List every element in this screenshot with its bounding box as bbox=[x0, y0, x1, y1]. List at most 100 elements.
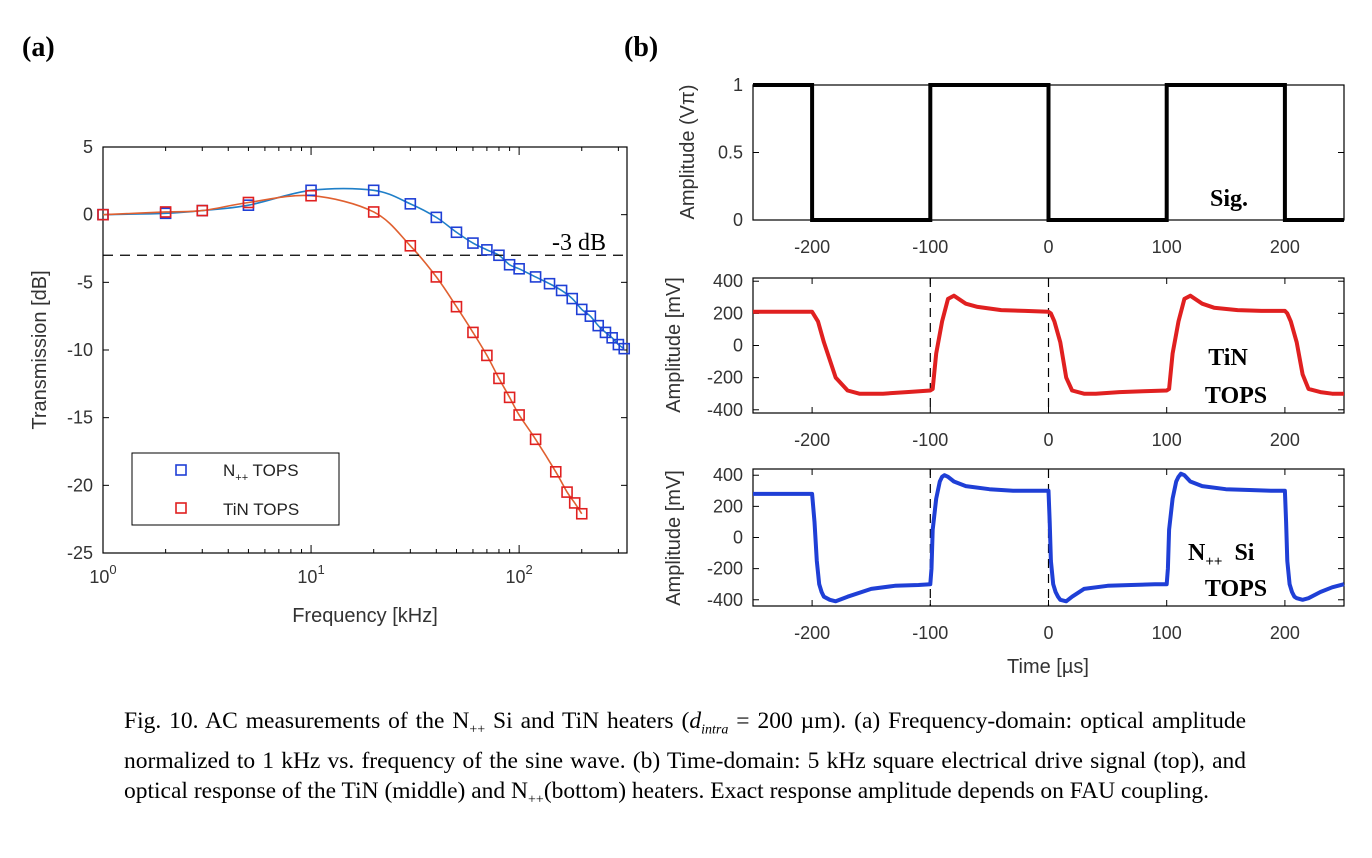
x-tick-label: 0 bbox=[1043, 430, 1053, 450]
tin-data-point bbox=[467, 326, 479, 339]
chart-b3-xlabel: Time [µs] bbox=[1007, 656, 1089, 678]
x-tick-label: -200 bbox=[794, 623, 830, 643]
tin-annotation-line2: TOPS bbox=[1205, 383, 1267, 409]
x-tick-label: 100 bbox=[1152, 430, 1182, 450]
n-data-point bbox=[606, 332, 618, 344]
y-tick-label: 0 bbox=[733, 336, 743, 356]
n-data-point bbox=[513, 262, 525, 275]
y-tick-label: -10 bbox=[67, 340, 93, 360]
x-tick-label: 200 bbox=[1270, 237, 1300, 257]
tin-data-point bbox=[196, 204, 209, 217]
tin-data-point bbox=[481, 349, 493, 362]
n-si-response-chart: -200 -100 0 100 200 400 200 0 -200 -400 N++ Si TO… bbox=[663, 465, 1345, 678]
x-tick-label: 200 bbox=[1270, 623, 1300, 643]
tin-data-point bbox=[575, 507, 588, 520]
n-data-point bbox=[467, 237, 479, 249]
tin-data-point bbox=[568, 497, 581, 509]
chart-b1-ylabel: Amplitude (Vπ) bbox=[677, 85, 699, 220]
n-data-point bbox=[575, 303, 588, 316]
y-tick-label: -25 bbox=[67, 543, 93, 563]
n-data-point bbox=[584, 310, 597, 322]
y-tick-label: 0 bbox=[83, 205, 93, 225]
drive-signal-trace bbox=[753, 83, 1344, 222]
n-data-point bbox=[566, 292, 579, 305]
y-tick-label: 400 bbox=[713, 271, 743, 291]
y-tick-label: -400 bbox=[707, 590, 743, 610]
n-si-response-trace bbox=[753, 471, 1345, 604]
y-tick-label: 200 bbox=[713, 496, 743, 516]
drive-signal-chart: -200 -100 0 100 200 0 0.5 1 Sig. Amplitude (Vπ) bbox=[677, 75, 1345, 257]
tin-data-point bbox=[430, 271, 443, 283]
chart-a-legend: N++ TOPS TiN TOPS bbox=[131, 452, 340, 526]
legend-marker-tin bbox=[175, 502, 187, 514]
x-tick-label: -200 bbox=[794, 430, 830, 450]
x-tick-label: 100 bbox=[1152, 237, 1182, 257]
y-tick-label: 400 bbox=[713, 465, 743, 485]
n-data-point bbox=[493, 249, 505, 262]
n-data-point bbox=[612, 338, 625, 351]
legend-box bbox=[131, 452, 340, 526]
n-data-point bbox=[430, 211, 443, 224]
n-data-point bbox=[404, 198, 417, 210]
n-data-point bbox=[543, 277, 556, 290]
n-fit-curve bbox=[102, 187, 625, 350]
tin-data-point bbox=[404, 239, 417, 252]
chart-b3-ylabel: Amplitude [mV] bbox=[663, 470, 685, 606]
chart-a-ylabel: Transmission [dB] bbox=[29, 270, 51, 429]
panel-a-label: (a) bbox=[22, 32, 55, 63]
x-tick-label: 100 bbox=[89, 562, 116, 587]
y-tick-label: -400 bbox=[707, 400, 743, 420]
x-tick-label: 0 bbox=[1043, 623, 1053, 643]
n-data-point bbox=[367, 184, 380, 197]
x-tick-label: 100 bbox=[1152, 623, 1182, 643]
tin-data-point bbox=[561, 486, 573, 498]
x-tick-label: -100 bbox=[912, 237, 948, 257]
y-tick-label: 200 bbox=[713, 303, 743, 323]
n-data-point bbox=[555, 284, 568, 297]
tin-data-point bbox=[450, 300, 463, 313]
y-tick-label: 5 bbox=[83, 137, 93, 157]
tin-data-point bbox=[97, 208, 109, 221]
n-si-annotation-line2: TOPS bbox=[1205, 576, 1267, 602]
legend-label-n: N++ TOPS bbox=[223, 461, 299, 484]
tin-data-point bbox=[513, 409, 525, 421]
n-data-point bbox=[450, 226, 463, 239]
y-tick-label: 0 bbox=[733, 210, 743, 230]
y-tick-label: 0.5 bbox=[718, 143, 743, 163]
tin-data-point bbox=[503, 391, 516, 404]
tin-data-point bbox=[529, 433, 542, 446]
y-tick-label: -200 bbox=[707, 368, 743, 388]
x-tick-label: -100 bbox=[912, 430, 948, 450]
n-si-annotation-line1: N++ Si bbox=[1188, 540, 1255, 570]
figure-caption: Fig. 10. AC measurements of the N++ Si a… bbox=[124, 708, 1247, 808]
n-data-point bbox=[592, 319, 605, 332]
tin-data-point bbox=[305, 189, 317, 202]
tin-data-point bbox=[242, 196, 255, 209]
n-data-point bbox=[618, 342, 631, 355]
y-tick-label: -20 bbox=[67, 475, 93, 495]
x-tick-label: 102 bbox=[505, 562, 532, 587]
y-tick-label: 1 bbox=[733, 75, 743, 95]
tin-data-point bbox=[159, 206, 172, 218]
x-tick-label: 200 bbox=[1270, 430, 1300, 450]
tin-fit-curve bbox=[102, 194, 583, 515]
n-data-point bbox=[481, 244, 493, 256]
tin-data-point bbox=[549, 465, 562, 478]
tin-annotation-line1: TiN bbox=[1208, 345, 1248, 371]
y-tick-label: -200 bbox=[707, 559, 743, 579]
y-tick-label: -15 bbox=[67, 408, 93, 428]
x-tick-label: -100 bbox=[912, 623, 948, 643]
legend-label-tin: TiN TOPS bbox=[223, 500, 299, 519]
minus-3db-label: -3 dB bbox=[552, 230, 606, 256]
sig-annotation: Sig. bbox=[1210, 186, 1248, 212]
chart-a-xlabel: Frequency [kHz] bbox=[292, 605, 438, 627]
chart-b2-ylabel: Amplitude [mV] bbox=[663, 277, 685, 413]
panel-b-label: (b) bbox=[624, 32, 658, 63]
legend-marker-n bbox=[175, 464, 187, 476]
tin-data-point bbox=[493, 372, 505, 385]
n-data-point bbox=[529, 271, 542, 283]
x-tick-label: 0 bbox=[1043, 237, 1053, 257]
